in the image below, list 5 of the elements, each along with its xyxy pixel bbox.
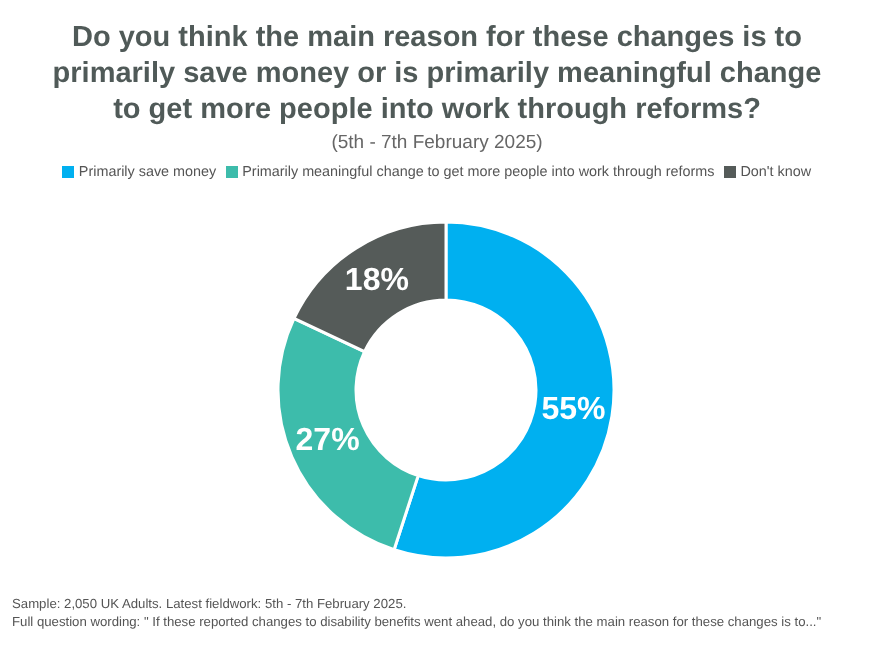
data-label: 27% [295,424,360,459]
data-label: 18% [344,264,409,299]
chart-title: Do you think the main reason for these changes is to primarily save money or is primarily meaningful change to get more people into work through reforms? [50,20,824,128]
chart-subtitle: (5th - 7th February 2025) [329,132,545,154]
data-label: 55% [541,393,606,428]
